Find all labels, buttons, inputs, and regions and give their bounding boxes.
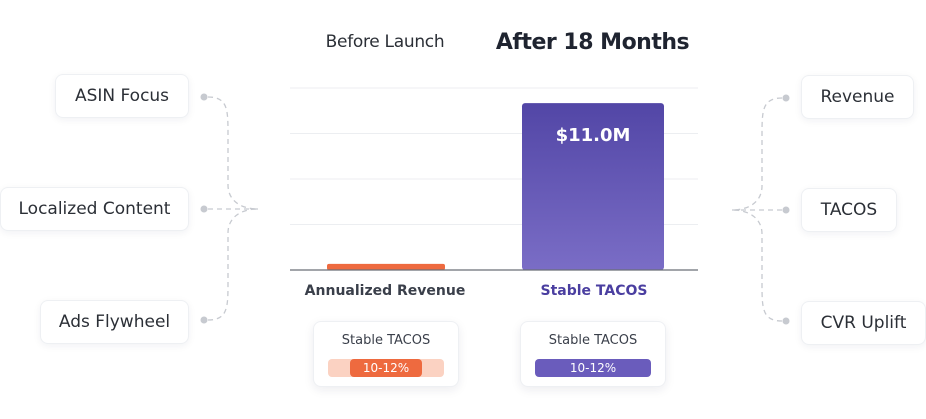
- connector-line: [731, 97, 783, 211]
- range-fill: 10-12%: [350, 359, 422, 377]
- right-connectors: [731, 94, 790, 325]
- connector-dot: [200, 205, 208, 213]
- output-label: Revenue: [820, 87, 895, 107]
- after-tacos-card: Stable TACOS 10-12%: [520, 321, 666, 387]
- range-fill: 10-12%: [535, 359, 651, 377]
- connector-dot: [782, 206, 790, 214]
- after-18-months-title: After 18 Months: [495, 30, 690, 55]
- range-bar: 10-12%: [535, 359, 651, 377]
- connector-line: [207, 208, 259, 321]
- output-cvr-uplift: CVR Uplift: [801, 301, 926, 345]
- range-label: 10-12%: [569, 361, 617, 375]
- bar-annualized-revenue: [327, 263, 445, 270]
- output-revenue: Revenue: [801, 75, 914, 119]
- input-localized-content: Localized Content: [0, 187, 189, 231]
- category-label-annualized-revenue: Annualized Revenue: [304, 283, 466, 299]
- output-label: TACOS: [820, 200, 878, 220]
- connector-line: [731, 209, 783, 322]
- before-tacos-card: Stable TACOS 10-12%: [313, 321, 459, 387]
- before-launch-title: Before Launch: [325, 32, 445, 52]
- data-label: $11.0M: [556, 125, 631, 146]
- connector-dot: [782, 317, 790, 325]
- input-label: ASIN Focus: [74, 86, 170, 106]
- left-connectors: [200, 93, 259, 324]
- connector-dot: [200, 316, 208, 324]
- card-title: Stable TACOS: [341, 333, 431, 348]
- connector-dot: [200, 93, 208, 101]
- connector-dot: [782, 94, 790, 102]
- connector-line: [207, 96, 259, 210]
- input-label: Ads Flywheel: [58, 312, 171, 332]
- category-label-stable-tacos: Stable TACOS: [540, 283, 648, 299]
- card-title: Stable TACOS: [548, 333, 638, 348]
- chart-bars: $11.0M: [327, 103, 664, 271]
- input-asin-focus: ASIN Focus: [55, 74, 189, 118]
- output-tacos: TACOS: [801, 188, 897, 232]
- output-label: CVR Uplift: [820, 313, 907, 333]
- input-label: Localized Content: [18, 199, 171, 219]
- range-label: 10-12%: [362, 361, 410, 375]
- range-bar: 10-12%: [328, 359, 444, 377]
- input-ads-flywheel: Ads Flywheel: [40, 300, 189, 344]
- bar-stable-tacos: [522, 103, 664, 271]
